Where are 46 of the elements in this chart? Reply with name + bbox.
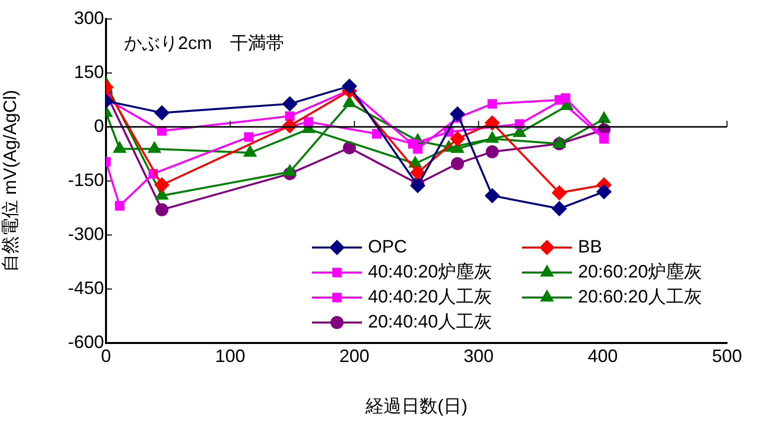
point <box>282 96 298 112</box>
point <box>154 177 170 192</box>
point <box>408 139 418 149</box>
y-tick-label: 0 <box>94 116 104 136</box>
point <box>304 117 314 127</box>
point <box>450 131 465 146</box>
point <box>410 165 426 180</box>
point <box>552 185 567 200</box>
legend-label: BB <box>578 236 602 256</box>
y-tick-label: -300 <box>68 224 104 244</box>
y-tick-label: 300 <box>74 8 104 28</box>
x-tick-label: 100 <box>215 346 246 366</box>
y-tick-label: 150 <box>74 62 104 82</box>
x-tick-label: 300 <box>464 346 494 366</box>
point <box>342 78 357 94</box>
x-tick-label: 500 <box>712 346 742 366</box>
point <box>285 111 295 121</box>
point <box>596 184 612 200</box>
point <box>560 93 570 103</box>
point <box>484 115 500 130</box>
y-tick-label: -450 <box>68 278 104 298</box>
point <box>486 145 499 158</box>
point <box>154 105 170 120</box>
x-axis-title: 経過日数(日) <box>364 396 468 416</box>
legend-label: 20:60:20炉塵灰 <box>578 261 702 282</box>
point <box>484 188 500 204</box>
x-tick-label: 200 <box>339 346 370 366</box>
legend-label: 40:40:20炉塵灰 <box>368 261 492 282</box>
annotation: かぶり2cm 干満帯 <box>124 32 284 53</box>
legend-label: OPC <box>368 236 408 256</box>
point <box>450 106 465 122</box>
point <box>488 99 498 109</box>
y-axis-title: 自然電位 mV(Ag/AgCl) <box>0 90 20 272</box>
legend-label: 20:40:40人工灰 <box>368 311 492 332</box>
point <box>114 201 124 210</box>
point <box>342 96 356 108</box>
point <box>410 178 426 194</box>
x-tick-label: 400 <box>588 346 618 366</box>
point <box>244 132 254 142</box>
legend-label: 20:60:20人工灰 <box>578 286 702 306</box>
y-tick-label: -150 <box>68 170 104 190</box>
point <box>450 157 464 170</box>
point <box>552 201 567 216</box>
point <box>155 203 168 216</box>
legend-label: 40:40:20人工灰 <box>368 286 492 306</box>
y-tick-label: -600 <box>68 332 104 352</box>
